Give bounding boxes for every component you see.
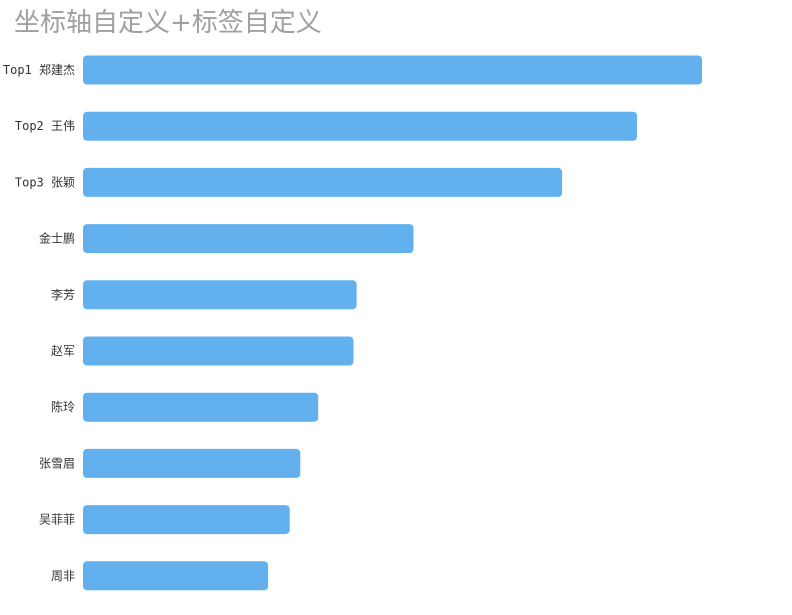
y-tick-label-6: 陈玲 [51, 399, 75, 414]
y-tick-label-9: 周非 [51, 569, 75, 583]
bar-3[interactable] [83, 224, 414, 254]
y-tick-label-2: Top3 张颖 [15, 175, 75, 189]
bar-6[interactable] [83, 392, 319, 422]
y-tick-label-4: 李芳 [51, 287, 75, 302]
bar-4[interactable] [83, 280, 357, 310]
y-tick-label-0: Top1 郑建杰 [3, 62, 75, 77]
y-tick-label-3: 金士鹏 [39, 231, 75, 246]
bar-8[interactable] [83, 505, 290, 535]
y-tick-label-7: 张雪眉 [39, 456, 75, 470]
bars-layer [83, 55, 702, 591]
bar-1[interactable] [83, 111, 637, 141]
y-tick-label-5: 赵军 [51, 344, 75, 358]
bar-0[interactable] [83, 55, 702, 85]
bar-9[interactable] [83, 561, 269, 591]
bar-2[interactable] [83, 167, 563, 197]
y-tick-label-8: 吴菲菲 [39, 513, 75, 527]
bar-7[interactable] [83, 448, 301, 478]
chart-title: 坐标轴自定义+标签自定义 [14, 8, 322, 38]
bar-5[interactable] [83, 336, 354, 366]
y-tick-label-1: Top2 王伟 [15, 119, 75, 133]
